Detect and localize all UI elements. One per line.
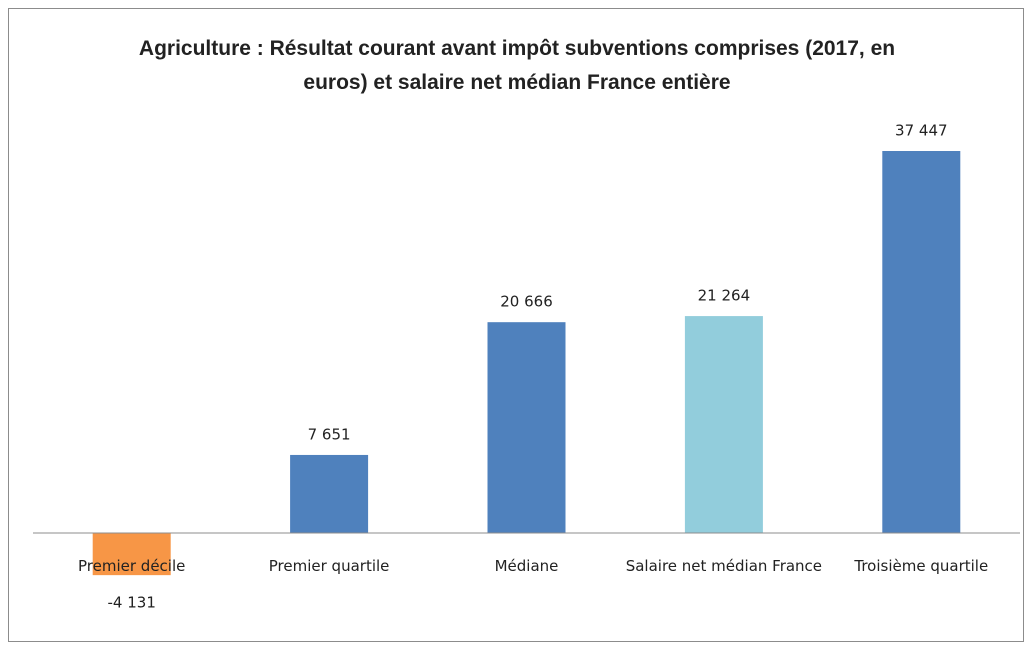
data-label: 7 651 [308, 425, 351, 443]
bar [290, 454, 369, 533]
bar [487, 322, 566, 533]
bar [684, 316, 763, 533]
x-tick-label: Salaire net médian France [625, 557, 823, 575]
data-label: -4 131 [108, 594, 156, 612]
chart-title: Agriculture : Résultat courant avant imp… [138, 37, 896, 94]
x-tick-label: Premier quartile [268, 557, 390, 575]
x-tick-label: Premier décile [78, 557, 186, 575]
data-label: 21 264 [698, 287, 751, 305]
x-tick-label: Médiane [494, 557, 559, 575]
bar [882, 151, 961, 533]
data-label: 37 447 [895, 122, 948, 140]
chart-frame [8, 8, 1024, 642]
bar [92, 533, 171, 576]
data-label: 20 666 [500, 293, 553, 311]
x-tick-label: Troisième quartile [854, 557, 989, 575]
